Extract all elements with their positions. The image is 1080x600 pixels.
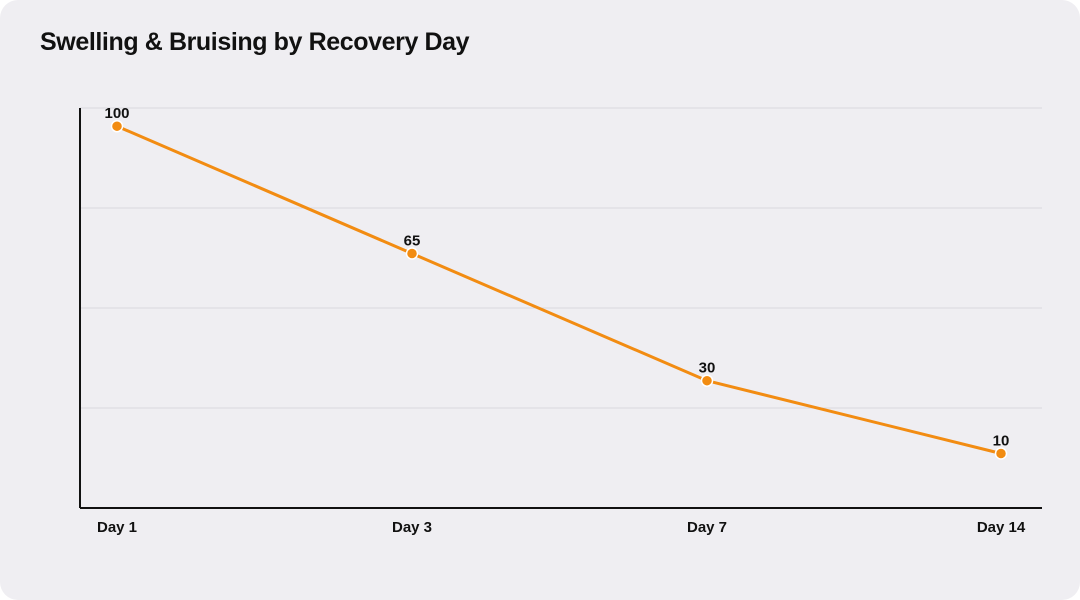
- x-tick-label: Day 14: [977, 519, 1026, 536]
- data-point: [994, 447, 1008, 460]
- data-point: [405, 247, 419, 260]
- data-label: 100: [104, 105, 129, 122]
- x-tick-labels: Day 1 Day 3 Day 7 Day 14: [97, 519, 1026, 536]
- data-points: [110, 119, 1008, 460]
- x-tick-label: Day 7: [687, 519, 727, 536]
- series-line: [115, 124, 1003, 455]
- data-label: 30: [699, 360, 716, 377]
- data-labels: 100 65 30 10: [104, 105, 1009, 449]
- data-point: [700, 374, 714, 387]
- data-label: 10: [993, 433, 1010, 450]
- x-tick-label: Day 3: [392, 519, 432, 536]
- gridlines: [80, 107, 1042, 409]
- chart-title: Swelling & Bruising by Recovery Day: [40, 28, 470, 56]
- data-point: [110, 119, 124, 133]
- data-label: 65: [404, 233, 421, 250]
- x-tick-label: Day 1: [97, 519, 137, 536]
